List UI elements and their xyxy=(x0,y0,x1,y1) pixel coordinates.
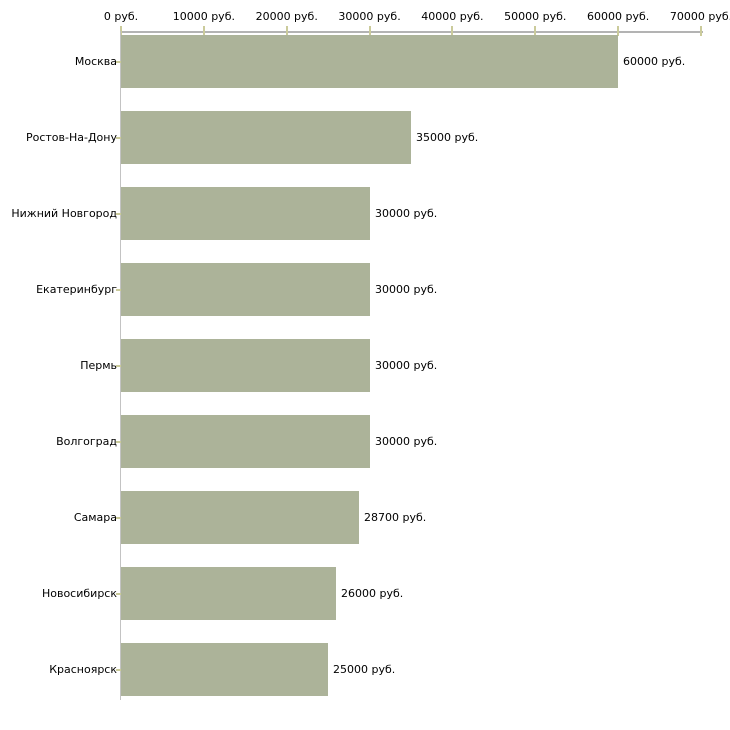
y-axis-category-tick xyxy=(116,289,121,291)
x-axis-tick-label: 10000 руб. xyxy=(172,10,235,23)
value-label: 30000 руб. xyxy=(375,435,438,448)
category-label: Пермь xyxy=(80,359,117,372)
x-axis-line xyxy=(120,31,703,33)
x-axis-tick xyxy=(368,26,371,36)
x-axis-tick-label: 40000 руб. xyxy=(421,10,484,23)
value-label: 30000 руб. xyxy=(375,283,438,296)
y-axis-category-tick xyxy=(116,441,121,443)
category-label: Москва xyxy=(74,55,117,68)
x-axis-tick-label: 70000 руб. xyxy=(669,10,730,23)
bar xyxy=(121,415,370,468)
value-label: 60000 руб. xyxy=(623,55,686,68)
x-axis-tick-label: 0 руб. xyxy=(103,10,139,23)
x-axis-tick-label: 20000 руб. xyxy=(255,10,318,23)
bar xyxy=(121,111,411,164)
value-label: 28700 руб. xyxy=(364,511,427,524)
bar xyxy=(121,263,370,316)
x-axis-tick xyxy=(617,26,620,36)
x-axis-tick-label: 30000 руб. xyxy=(338,10,401,23)
x-axis-tick xyxy=(451,26,454,36)
x-axis-tick xyxy=(285,26,288,36)
y-axis-category-tick xyxy=(116,137,121,139)
y-axis-category-tick xyxy=(116,593,121,595)
category-label: Самара xyxy=(73,511,117,524)
category-label: Ростов-На-Дону xyxy=(25,131,117,144)
category-label: Новосибирск xyxy=(41,587,117,600)
x-axis-tick xyxy=(120,26,122,36)
value-label: 35000 руб. xyxy=(416,131,479,144)
x-axis-tick-label: 50000 руб. xyxy=(504,10,567,23)
category-label: Красноярск xyxy=(49,663,117,676)
bar xyxy=(121,187,370,240)
category-label: Нижний Новгород xyxy=(11,207,117,220)
value-label: 30000 руб. xyxy=(375,207,438,220)
bar xyxy=(121,35,618,88)
value-label: 30000 руб. xyxy=(375,359,438,372)
y-axis-category-tick xyxy=(116,669,121,671)
y-axis-category-tick xyxy=(116,213,121,215)
y-axis-category-tick xyxy=(116,61,121,63)
category-label: Екатеринбург xyxy=(36,283,117,296)
value-label: 26000 руб. xyxy=(341,587,404,600)
bar xyxy=(121,643,328,696)
x-axis-tick xyxy=(202,26,205,36)
x-axis-tick-label: 60000 руб. xyxy=(587,10,650,23)
bar xyxy=(121,339,370,392)
category-label: Волгоград xyxy=(56,435,117,448)
bar xyxy=(121,567,336,620)
value-label: 25000 руб. xyxy=(333,663,396,676)
bar xyxy=(121,491,359,544)
x-axis-tick xyxy=(534,26,537,36)
y-axis-category-tick xyxy=(116,517,121,519)
y-axis-category-tick xyxy=(116,365,121,367)
x-axis-tick xyxy=(700,26,702,36)
